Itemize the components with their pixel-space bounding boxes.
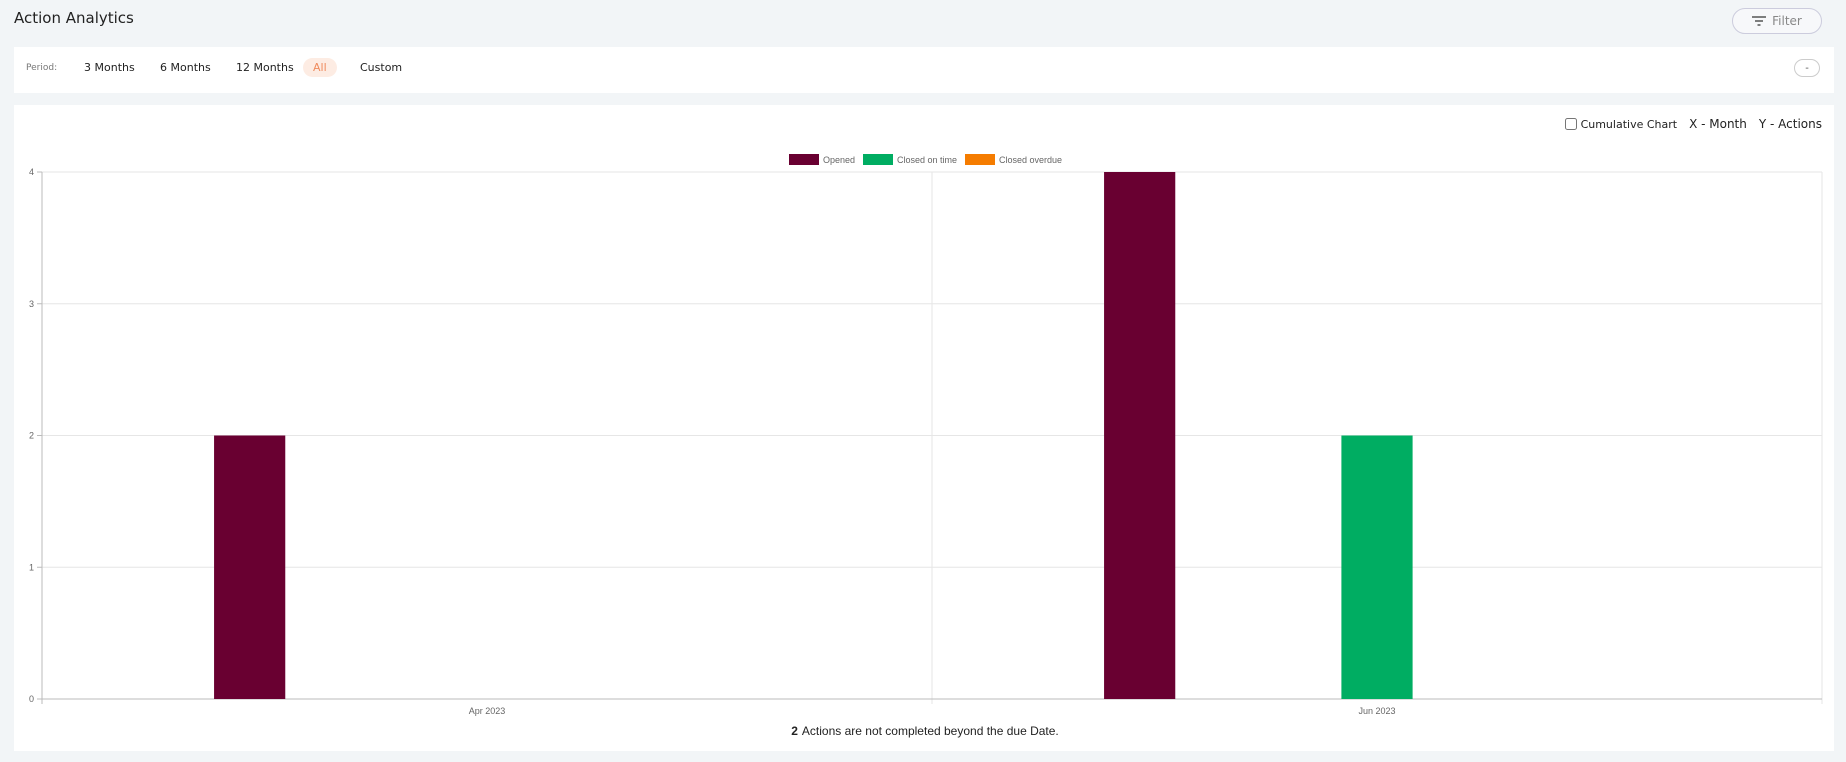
- bar: [214, 435, 286, 699]
- cumulative-checkbox[interactable]: [1564, 118, 1577, 130]
- collapse-button[interactable]: -: [1794, 59, 1820, 77]
- y-tick-label: 0: [29, 694, 34, 704]
- footer-count: 2: [791, 724, 798, 738]
- chart-card: Cumulative Chart X - Month Y - Actions 2…: [14, 105, 1834, 751]
- y-tick-label: 4: [29, 167, 34, 177]
- y-tick-label: 1: [29, 562, 34, 572]
- legend-swatch: [863, 154, 893, 165]
- legend-label: Closed overdue: [999, 155, 1062, 165]
- period-option[interactable]: 6 Months: [160, 61, 211, 74]
- period-option[interactable]: 3 Months: [84, 61, 135, 74]
- period-option[interactable]: 12 Months: [236, 61, 294, 74]
- chart-options: Cumulative Chart X - Month Y - Actions: [1564, 117, 1822, 131]
- cumulative-label: Cumulative Chart: [1580, 117, 1678, 131]
- cumulative-toggle[interactable]: Cumulative Chart: [1564, 117, 1678, 131]
- bar: [1341, 435, 1413, 699]
- y-tick-label: 3: [29, 299, 34, 309]
- x-tick-label: Jun 2023: [1358, 706, 1395, 716]
- y-tick-label: 2: [29, 431, 34, 441]
- period-option[interactable]: All: [303, 58, 337, 77]
- filter-button[interactable]: Filter: [1732, 8, 1822, 34]
- legend-label: Closed on time: [897, 155, 957, 165]
- legend-swatch: [965, 154, 995, 165]
- filter-icon: [1752, 16, 1767, 26]
- period-card: Period: - 3 Months 6 Months 12 Months All Cu…: [14, 47, 1834, 93]
- period-label: Period:: [26, 63, 58, 73]
- page-title: Action Analytics: [14, 9, 134, 27]
- legend-swatch: [789, 154, 819, 165]
- period-option[interactable]: Custom: [360, 61, 403, 74]
- filter-label: Filter: [1772, 14, 1802, 28]
- footer-note: 2 Actions are not completed beyond the du…: [791, 724, 1059, 738]
- x-tick-label: Apr 2023: [469, 706, 506, 716]
- chart: 2 Actions are not completed beyond the du…: [29, 154, 1823, 738]
- legend-label: Opened: [823, 155, 855, 165]
- y-axis-label: Y - Actions: [1758, 117, 1822, 131]
- bar: [1104, 172, 1176, 699]
- x-axis-label: X - Month: [1689, 117, 1747, 131]
- footer-text: Actions are not completed beyond the due…: [802, 724, 1059, 738]
